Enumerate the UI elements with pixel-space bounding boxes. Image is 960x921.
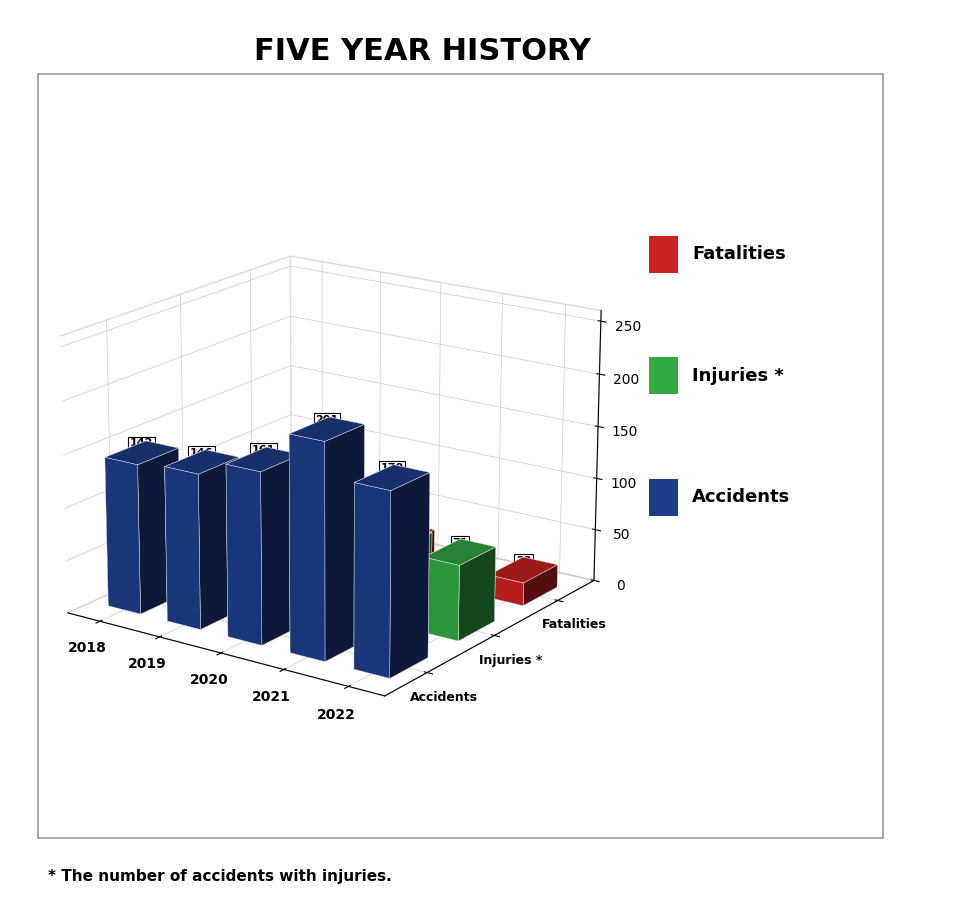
Text: Fatalities: Fatalities xyxy=(692,245,786,263)
Text: * The number of accidents with injuries.: * The number of accidents with injuries. xyxy=(48,869,392,884)
Bar xyxy=(649,357,678,394)
Text: Injuries *: Injuries * xyxy=(692,367,784,385)
Bar xyxy=(649,236,678,273)
Text: Accidents: Accidents xyxy=(692,488,790,507)
Text: FIVE YEAR HISTORY: FIVE YEAR HISTORY xyxy=(254,37,590,65)
Bar xyxy=(649,479,678,516)
